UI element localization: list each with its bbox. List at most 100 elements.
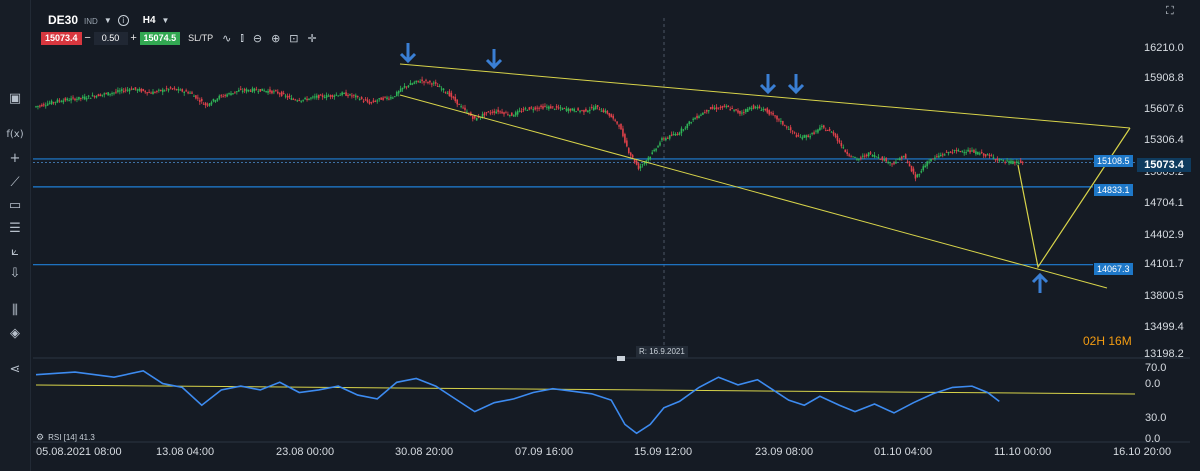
candle-body: [532, 109, 535, 111]
level-tag[interactable]: 14833.1: [1094, 184, 1133, 196]
candle-body: [700, 114, 702, 116]
candle-body: [785, 126, 788, 128]
candle-body: [454, 96, 457, 102]
arrow-icon[interactable]: ⇩: [9, 266, 21, 281]
volume-input[interactable]: 0.50: [93, 31, 128, 45]
candle-body: [745, 109, 747, 113]
candle-body: [195, 95, 197, 99]
rsi-indicator-label[interactable]: ⚙ RSI [14] 41.3: [36, 432, 95, 443]
candle-body: [368, 101, 371, 104]
sell-button[interactable]: 15073.4: [41, 31, 82, 45]
symbol-name[interactable]: DE30: [48, 13, 79, 27]
price-axis-label: 15306.4: [1144, 134, 1184, 146]
info-icon[interactable]: i: [117, 14, 129, 26]
candle-body: [858, 158, 860, 160]
candle-body: [124, 89, 127, 91]
candle-body: [551, 106, 554, 108]
candle-body: [105, 93, 107, 95]
symbol-dropdown-icon[interactable]: ▼: [103, 15, 112, 25]
level-tag[interactable]: 14067.3: [1094, 263, 1133, 275]
candle-body: [232, 93, 234, 95]
candle-body: [160, 89, 162, 91]
zoom-in-icon[interactable]: ⊕: [271, 31, 281, 45]
candle-body: [358, 99, 361, 101]
candle-body: [602, 109, 605, 113]
buy-button[interactable]: 15074.5: [139, 31, 181, 45]
grid-icon[interactable]: ▣: [8, 91, 22, 106]
candle-body: [612, 115, 614, 119]
chart-grid: [33, 18, 1190, 443]
candle-body: [351, 95, 353, 97]
candle-body: [425, 79, 427, 81]
candle-body: [817, 129, 819, 133]
candle-body: [702, 112, 704, 115]
fullscreen-icon[interactable]: ⛶: [1166, 4, 1174, 17]
time-axis-label: 07.09 16:00: [515, 446, 574, 458]
upper-trend-line: [399, 63, 1131, 129]
reset-zoom-icon[interactable]: ⊡: [289, 31, 299, 45]
candle-body: [388, 98, 390, 100]
rectangle-icon[interactable]: ▭: [8, 198, 22, 213]
candle-body: [555, 105, 558, 108]
candle-body: [992, 157, 995, 159]
candle-body: [76, 98, 78, 100]
share-icon[interactable]: ⋖: [9, 362, 21, 377]
candle-body: [862, 155, 864, 157]
candle-body: [934, 157, 936, 159]
rsi-axis-label: 0.0: [1145, 433, 1161, 445]
candle-body: [936, 156, 938, 158]
candle-body: [813, 132, 815, 135]
candle-body: [883, 159, 886, 161]
candle-body: [727, 105, 730, 108]
candle-body: [830, 131, 833, 133]
candle-body: [902, 156, 905, 158]
level-tag[interactable]: 15108.5: [1094, 155, 1133, 167]
plus-icon[interactable]: +: [9, 151, 21, 166]
fan-icon[interactable]: ⟀: [11, 244, 19, 259]
timeframe-select[interactable]: H4: [142, 14, 156, 26]
price-axis-label: 14704.1: [1144, 197, 1184, 209]
candle-body: [253, 88, 256, 92]
candle-body: [811, 132, 813, 135]
indicator-settings-icon[interactable]: ⚙: [36, 432, 45, 442]
candle-body: [169, 87, 172, 89]
candle-body: [840, 142, 843, 147]
candle-body: [787, 128, 790, 130]
candle-body: [167, 88, 170, 91]
candle-body: [565, 108, 568, 111]
layers-icon[interactable]: ◈: [10, 326, 20, 341]
function-icon[interactable]: f(x): [6, 129, 24, 140]
candle-body: [616, 121, 618, 124]
candle-body: [405, 86, 408, 88]
volume-decrease-button[interactable]: −: [84, 31, 91, 44]
candle-body: [762, 108, 765, 110]
candlestick-icon[interactable]: ⫾: [240, 31, 244, 44]
volume-increase-button[interactable]: +: [130, 31, 137, 44]
rsi-axis-label: 70.0: [1145, 362, 1167, 374]
crosshair-icon[interactable]: ✛: [307, 31, 317, 45]
candle-body: [610, 114, 613, 118]
candle-body: [220, 95, 223, 97]
indicator-icon[interactable]: ⫼: [12, 303, 18, 318]
horizontal-levels: [33, 158, 1137, 266]
line-icon[interactable]: ⟋: [10, 175, 20, 190]
line-chart-icon[interactable]: ∿: [222, 31, 232, 45]
candle-body: [799, 136, 802, 138]
time-axis-label: 30.08 20:00: [395, 446, 454, 458]
sltp-button[interactable]: SL/TP: [188, 33, 214, 43]
timeframe-dropdown-icon[interactable]: ▼: [161, 15, 170, 25]
candle-body: [665, 138, 667, 141]
candle-body: [306, 98, 308, 101]
candle-body: [739, 111, 741, 114]
candle-body: [349, 94, 351, 96]
candle-body: [99, 94, 102, 97]
candle-body: [897, 158, 899, 160]
zoom-out-icon[interactable]: ⊖: [252, 31, 263, 45]
candle-body: [949, 151, 952, 153]
candle-body: [1018, 162, 1020, 164]
candle-body: [481, 114, 484, 118]
candle-body: [509, 114, 511, 116]
fibonacci-icon[interactable]: ☰: [9, 221, 21, 236]
candle-body: [996, 158, 999, 161]
